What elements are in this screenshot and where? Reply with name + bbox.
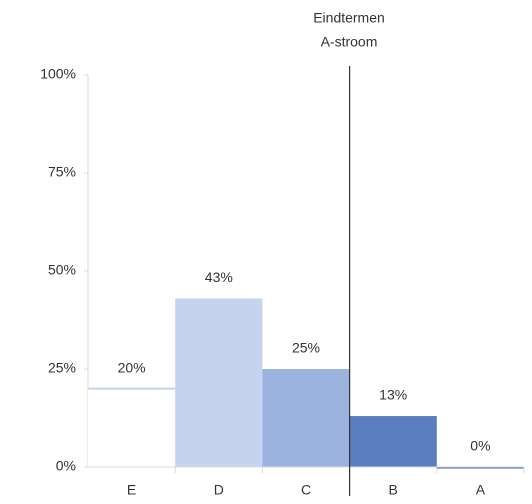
x-tick-label: B — [389, 482, 398, 498]
bar — [175, 298, 263, 467]
value-label: 43% — [205, 269, 233, 285]
bar — [88, 388, 176, 467]
y-tick-label: 100% — [40, 66, 76, 82]
value-label: 13% — [379, 387, 407, 403]
x-tick-label: E — [127, 482, 136, 498]
value-label: 0% — [470, 438, 490, 454]
bar — [349, 416, 437, 467]
x-tick-label: C — [301, 482, 311, 498]
value-label: 25% — [292, 340, 320, 356]
y-tick-label: 75% — [48, 164, 76, 180]
value-label: 20% — [118, 359, 146, 375]
y-tick-label: 25% — [48, 360, 76, 376]
bar — [436, 467, 524, 469]
x-tick-label: D — [214, 482, 224, 498]
x-tick-label: A — [476, 482, 486, 498]
y-tick-label: 50% — [48, 262, 76, 278]
annotation: Eindtermen — [313, 10, 385, 26]
y-tick-label: 0% — [56, 458, 76, 474]
annotation: A-stroom — [321, 34, 378, 50]
bar — [262, 369, 350, 467]
